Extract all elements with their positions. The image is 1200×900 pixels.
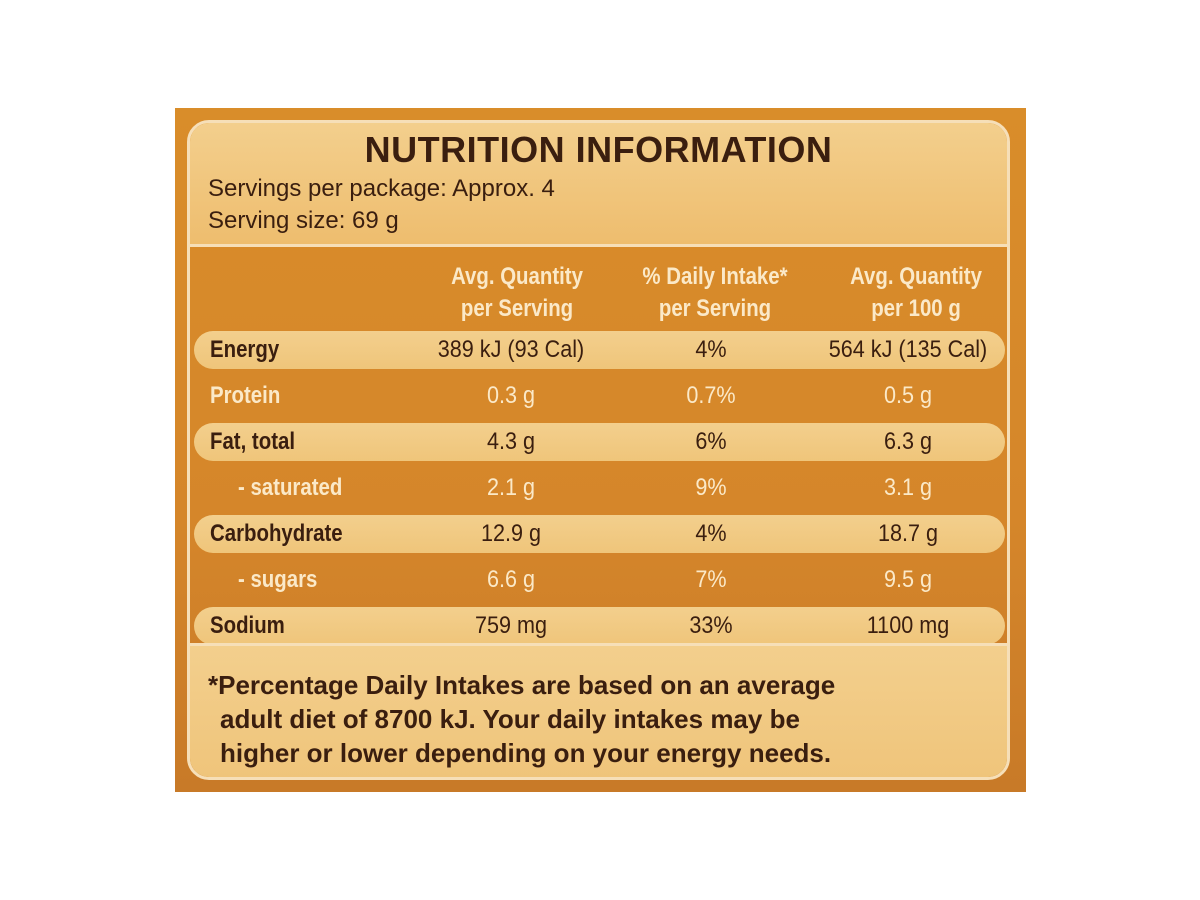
per-serving-value: 6.6 g: [486, 566, 536, 593]
per-100g-value: 0.5 g: [883, 382, 933, 409]
daily-intake-value: 4%: [695, 336, 727, 363]
label-title: NUTRITION INFORMATION: [364, 129, 833, 170]
footnote-line: higher or lower depending on your energy…: [220, 738, 832, 768]
column-header-line: per Serving: [658, 295, 772, 322]
nutrient-name: Carbohydrate: [210, 520, 343, 547]
footnote-line: *Percentage Daily Intakes are based on a…: [208, 670, 836, 700]
footnote-area: *Percentage Daily Intakes are based on a…: [190, 643, 1007, 777]
column-header-line: Avg. Quantity: [850, 263, 982, 290]
nutrient-name: Sodium: [210, 612, 285, 639]
per-serving-value: 389 kJ (93 Cal): [437, 336, 585, 363]
per-serving-value: 759 mg: [474, 612, 548, 639]
column-header-daily-intake: % Daily Intake* per Serving: [624, 261, 806, 325]
per-serving-value: 2.1 g: [486, 474, 536, 501]
daily-intake-value: 9%: [695, 474, 727, 501]
daily-intake-value: 33%: [689, 612, 733, 639]
table-row-saturated: - saturated 2.1 g 9% 3.1 g: [194, 469, 1005, 507]
daily-intake-value: 4%: [695, 520, 727, 547]
table-row-sodium: Sodium 759 mg 33% 1100 mg: [194, 607, 1005, 645]
daily-intake-value: 0.7%: [686, 382, 736, 409]
column-header-line: per 100 g: [871, 295, 961, 322]
column-header-per-serving: Avg. Quantity per Serving: [428, 261, 607, 325]
column-header-line: Avg. Quantity: [451, 263, 583, 290]
per-100g-value: 9.5 g: [883, 566, 933, 593]
table-row-carbohydrate: Carbohydrate 12.9 g 4% 18.7 g: [194, 515, 1005, 553]
per-100g-value: 3.1 g: [883, 474, 933, 501]
column-headers: Avg. Quantity per Serving % Daily Intake…: [190, 261, 1007, 331]
column-header-line: per Serving: [460, 295, 574, 322]
nutrient-name: - saturated: [238, 474, 343, 501]
daily-intake-value: 7%: [695, 566, 727, 593]
per-serving-value: 4.3 g: [486, 428, 536, 455]
footnote-line: adult diet of 8700 kJ. Your daily intake…: [220, 704, 800, 734]
per-100g-value: 6.3 g: [883, 428, 933, 455]
nutrient-name: Energy: [210, 336, 280, 363]
table-row-energy: Energy 389 kJ (93 Cal) 4% 564 kJ (135 Ca…: [194, 331, 1005, 369]
serving-size: Serving size: 69 g: [208, 207, 399, 234]
per-100g-value: 18.7 g: [877, 520, 939, 547]
per-100g-value: 564 kJ (135 Cal): [828, 336, 988, 363]
daily-intake-value: 6%: [695, 428, 727, 455]
table-row-sugars: - sugars 6.6 g 7% 9.5 g: [194, 561, 1005, 599]
column-header-per-100g: Avg. Quantity per 100 g: [823, 261, 1008, 325]
servings-per-package: Servings per package: Approx. 4: [208, 175, 555, 202]
per-serving-value: 12.9 g: [480, 520, 542, 547]
nutrition-label: NUTRITION INFORMATION Servings per packa…: [187, 120, 1010, 780]
label-header: NUTRITION INFORMATION Servings per packa…: [190, 123, 1007, 247]
daily-intake-footnote: *Percentage Daily Intakes are based on a…: [208, 668, 988, 770]
table-row-fat-total: Fat, total 4.3 g 6% 6.3 g: [194, 423, 1005, 461]
nutrition-panel: NUTRITION INFORMATION Servings per packa…: [175, 108, 1026, 792]
per-serving-value: 0.3 g: [486, 382, 536, 409]
column-header-line: % Daily Intake*: [642, 263, 788, 290]
nutrient-name: - sugars: [238, 566, 318, 593]
nutrient-name: Fat, total: [210, 428, 295, 455]
nutrient-name: Protein: [210, 382, 281, 409]
per-100g-value: 1100 mg: [866, 612, 950, 639]
table-row-protein: Protein 0.3 g 0.7% 0.5 g: [194, 377, 1005, 415]
